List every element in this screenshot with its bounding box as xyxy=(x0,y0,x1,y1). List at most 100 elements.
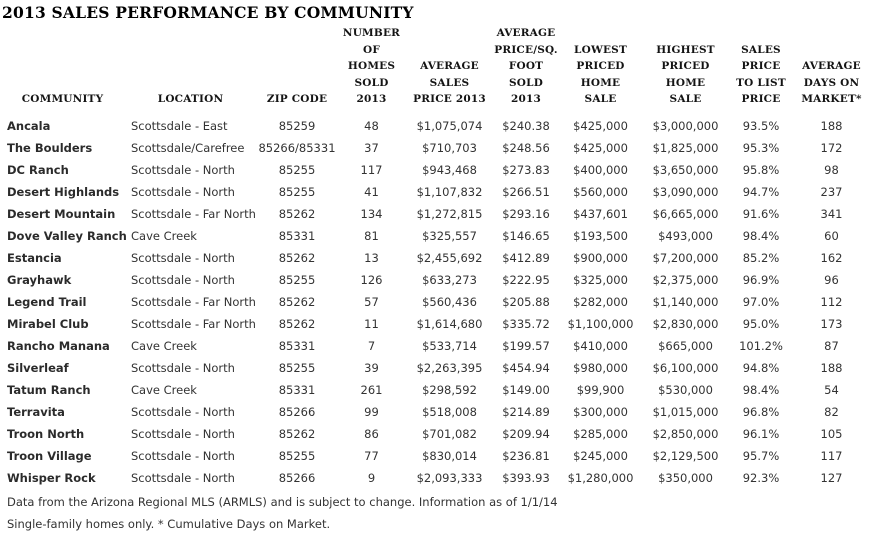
homes-sold-cell: 48 xyxy=(364,118,379,133)
table-row: The Boulders Scottsdale/Carefree 85266/853… xyxy=(0,137,869,159)
days-on-market-cell: 162 xyxy=(820,250,843,265)
zip-code-cell: 85262 xyxy=(278,316,316,331)
community-cell: Terravita xyxy=(7,404,65,419)
days-on-market-cell: 127 xyxy=(820,470,843,485)
sales-to-list-cell: 96.9% xyxy=(742,272,780,287)
highest-sale-cell: $530,000 xyxy=(658,382,713,397)
avg-sales-price-cell: $701,082 xyxy=(422,426,477,441)
avg-sales-price-cell: $533,714 xyxy=(422,338,477,353)
table-row: Desert Mountain Scottsdale - Far North 852… xyxy=(0,203,869,225)
location-cell: Scottsdale - North xyxy=(131,250,235,265)
highest-sale-cell: $3,090,000 xyxy=(652,184,719,199)
avg-price-sqft-cell: $273.83 xyxy=(502,162,550,177)
homes-sold-cell: 117 xyxy=(360,162,383,177)
avg-price-sqft-cell: $240.38 xyxy=(502,118,550,133)
table-row: Grayhawk Scottsdale - North 85255 126 $633,2… xyxy=(0,269,869,291)
zip-code-cell: 85255 xyxy=(278,162,316,177)
sales-performance-table: COMMUNITY LOCATION ZIP CODE NUMBER OF HO… xyxy=(0,25,869,489)
avg-sales-price-cell: $2,263,395 xyxy=(416,360,483,375)
community-cell: DC Ranch xyxy=(7,162,69,177)
highest-sale-cell: $2,850,000 xyxy=(652,426,719,441)
location-cell: Scottsdale - Far North xyxy=(131,294,256,309)
avg-price-sqft-cell: $236.81 xyxy=(502,448,550,463)
highest-sale-cell: $665,000 xyxy=(658,338,713,353)
lowest-sale-cell: $193,500 xyxy=(573,228,628,243)
avg-sales-price-cell: $560,436 xyxy=(422,294,477,309)
community-cell: Estancia xyxy=(7,250,62,265)
location-cell: Scottsdale - North xyxy=(131,470,235,485)
days-on-market-cell: 112 xyxy=(820,294,843,309)
table-row: DC Ranch Scottsdale - North 85255 117 $943,4… xyxy=(0,159,869,181)
avg-price-sqft-cell: $199.57 xyxy=(502,338,550,353)
community-cell: Tatum Ranch xyxy=(7,382,91,397)
lowest-sale-cell: $245,000 xyxy=(573,448,628,463)
lowest-sale-cell: $560,000 xyxy=(573,184,628,199)
table-row: Whisper Rock Scottsdale - North 85266 9 $2,0… xyxy=(0,467,869,489)
homes-sold-cell: 41 xyxy=(364,184,379,199)
zip-code-cell: 85331 xyxy=(278,382,316,397)
table-row: Desert Highlands Scottsdale - North 85255 4… xyxy=(0,181,869,203)
footer-data-source-note: Data from the Arizona Regional MLS (ARML… xyxy=(7,494,558,509)
avg-sales-price-cell: $2,455,692 xyxy=(416,250,483,265)
community-cell: Troon Village xyxy=(7,448,92,463)
location-cell: Scottsdale - North xyxy=(131,360,235,375)
days-on-market-cell: 105 xyxy=(820,426,843,441)
sales-to-list-cell: 95.7% xyxy=(742,448,780,463)
avg-sales-price-cell: $518,008 xyxy=(422,404,477,419)
lowest-sale-cell: $410,000 xyxy=(573,338,628,353)
homes-sold-cell: 261 xyxy=(360,382,383,397)
column-header-days-on-market: AVERAGE DAYS ON MARKET* xyxy=(801,60,862,105)
column-header-avg-price-sqft: AVERAGE PRICE/SQ. FOOT SOLD 2013 xyxy=(494,27,558,105)
avg-price-sqft-cell: $335.72 xyxy=(502,316,550,331)
avg-sales-price-cell: $2,093,333 xyxy=(416,470,483,485)
location-cell: Cave Creek xyxy=(131,382,197,397)
column-header-avg-sales-price: AVERAGE SALES PRICE 2013 xyxy=(413,60,486,105)
table-row: Mirabel Club Scottsdale - Far North 85262 1… xyxy=(0,313,869,335)
sales-to-list-cell: 98.4% xyxy=(742,228,780,243)
highest-sale-cell: $6,665,000 xyxy=(652,206,719,221)
location-cell: Scottsdale - East xyxy=(131,118,228,133)
column-header-zip-code: ZIP CODE xyxy=(266,93,328,105)
days-on-market-cell: 60 xyxy=(824,228,839,243)
highest-sale-cell: $2,375,000 xyxy=(652,272,719,287)
table-row: Troon Village Scottsdale - North 85255 77 $8… xyxy=(0,445,869,467)
sales-to-list-cell: 98.4% xyxy=(742,382,780,397)
column-header-location: LOCATION xyxy=(157,93,224,105)
location-cell: Cave Creek xyxy=(131,338,197,353)
avg-price-sqft-cell: $214.89 xyxy=(502,404,550,419)
location-cell: Scottsdale - North xyxy=(131,272,235,287)
zip-code-cell: 85255 xyxy=(278,272,316,287)
zip-code-cell: 85266 xyxy=(278,470,316,485)
highest-sale-cell: $2,129,500 xyxy=(652,448,719,463)
table-body: Ancala Scottsdale - East 85259 48 $1,075,074… xyxy=(0,115,869,489)
location-cell: Scottsdale - North xyxy=(131,162,235,177)
homes-sold-cell: 99 xyxy=(364,404,379,419)
homes-sold-cell: 134 xyxy=(360,206,383,221)
homes-sold-cell: 37 xyxy=(364,140,379,155)
days-on-market-cell: 341 xyxy=(820,206,843,221)
avg-price-sqft-cell: $248.56 xyxy=(502,140,550,155)
location-cell: Scottsdale - North xyxy=(131,426,235,441)
lowest-sale-cell: $425,000 xyxy=(573,118,628,133)
lowest-sale-cell: $282,000 xyxy=(573,294,628,309)
table-row: Dove Valley Ranch Cave Creek 85331 81 $325,5… xyxy=(0,225,869,247)
community-cell: Troon North xyxy=(7,426,85,441)
highest-sale-cell: $7,200,000 xyxy=(652,250,719,265)
highest-sale-cell: $1,825,000 xyxy=(652,140,719,155)
column-header-community: COMMUNITY xyxy=(21,93,104,105)
zip-code-cell: 85262 xyxy=(278,250,316,265)
sales-to-list-cell: 91.6% xyxy=(742,206,780,221)
community-cell: Legend Trail xyxy=(7,294,87,309)
table-row: Rancho Manana Cave Creek 85331 7 $533,714 $19… xyxy=(0,335,869,357)
sales-to-list-cell: 95.3% xyxy=(742,140,780,155)
avg-sales-price-cell: $633,273 xyxy=(422,272,477,287)
community-cell: The Boulders xyxy=(7,140,93,155)
homes-sold-cell: 39 xyxy=(364,360,379,375)
days-on-market-cell: 117 xyxy=(820,448,843,463)
highest-sale-cell: $493,000 xyxy=(658,228,713,243)
avg-sales-price-cell: $325,557 xyxy=(422,228,477,243)
avg-price-sqft-cell: $222.95 xyxy=(502,272,550,287)
highest-sale-cell: $2,830,000 xyxy=(652,316,719,331)
highest-sale-cell: $1,140,000 xyxy=(652,294,719,309)
homes-sold-cell: 81 xyxy=(364,228,379,243)
